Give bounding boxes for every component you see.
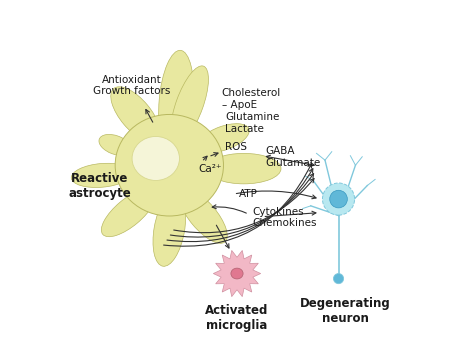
Text: Reactive
astrocyte: Reactive astrocyte [69, 172, 131, 200]
Ellipse shape [207, 153, 281, 184]
Ellipse shape [101, 189, 156, 237]
Ellipse shape [333, 273, 344, 284]
Ellipse shape [171, 66, 209, 143]
Text: Degenerating
neuron: Degenerating neuron [300, 297, 391, 325]
Ellipse shape [231, 268, 243, 279]
Text: Antioxidant
Growth factors: Antioxidant Growth factors [93, 75, 171, 97]
Text: Cholesterol
– ApoE: Cholesterol – ApoE [222, 88, 281, 110]
Ellipse shape [99, 135, 131, 155]
Text: Ca²⁺: Ca²⁺ [198, 164, 221, 174]
Ellipse shape [198, 124, 249, 153]
Ellipse shape [115, 115, 223, 216]
Ellipse shape [132, 137, 180, 181]
Ellipse shape [111, 87, 160, 142]
Ellipse shape [225, 262, 249, 286]
Text: ATP: ATP [239, 189, 257, 199]
Ellipse shape [153, 193, 186, 266]
Text: ROS: ROS [225, 142, 247, 152]
Ellipse shape [330, 190, 347, 208]
Ellipse shape [159, 50, 193, 151]
Polygon shape [213, 250, 261, 297]
Ellipse shape [179, 189, 227, 243]
Ellipse shape [322, 183, 355, 215]
Ellipse shape [71, 163, 132, 187]
Text: Activated
microglia: Activated microglia [205, 303, 269, 332]
Ellipse shape [122, 120, 217, 211]
Text: Cytokines
Chemokines: Cytokines Chemokines [252, 207, 317, 228]
Text: Glutamine
Lactate: Glutamine Lactate [225, 112, 280, 134]
Text: GABA
Glutamate: GABA Glutamate [266, 146, 321, 168]
